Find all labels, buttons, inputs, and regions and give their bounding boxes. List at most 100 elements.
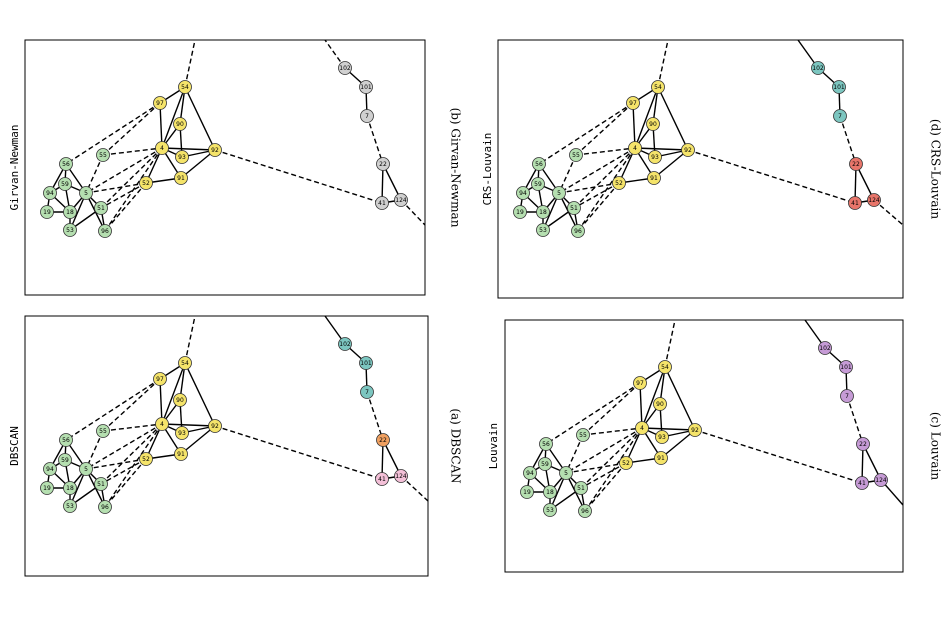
node-label: 22 [859, 441, 867, 448]
dashed-edge [546, 383, 640, 444]
dashed-edge [583, 383, 640, 435]
node-label: 59 [534, 181, 542, 188]
node-label: 97 [629, 100, 637, 107]
node-label: 56 [542, 441, 550, 448]
edge [642, 428, 695, 430]
node-label: 90 [649, 121, 657, 128]
node-label: 7 [845, 393, 849, 400]
node-label: 124 [875, 477, 887, 484]
node-label: 92 [211, 147, 219, 154]
node-label: 96 [101, 228, 109, 235]
dashed-edge [367, 116, 383, 164]
node-label: 53 [66, 503, 74, 510]
node-label: 7 [365, 113, 369, 120]
dashed-edge [185, 316, 195, 363]
node-label: 18 [546, 489, 554, 496]
node-label: 59 [61, 181, 69, 188]
node-label: 96 [581, 508, 589, 515]
node-label: 101 [360, 360, 372, 367]
dashed-edge [578, 183, 619, 231]
dashed-edge [103, 379, 160, 431]
dashed-edge [215, 150, 382, 203]
node-label: 92 [691, 427, 699, 434]
node-label: 53 [546, 507, 554, 514]
dashed-edge [576, 103, 633, 155]
node-label: 101 [833, 84, 845, 91]
node-label: 91 [650, 175, 658, 182]
dashed-edge [585, 463, 626, 511]
node-label: 94 [526, 470, 534, 477]
dashed-edge [185, 40, 195, 87]
node-label: 4 [633, 145, 637, 152]
panel-title: Girvan-Newman [8, 124, 21, 210]
node-label: 93 [658, 434, 666, 441]
node-label: 91 [657, 455, 665, 462]
node-label: 96 [101, 504, 109, 511]
panel-frame [25, 40, 425, 295]
node-label: 92 [211, 423, 219, 430]
panel-frame [498, 40, 903, 298]
node-label: 93 [178, 430, 186, 437]
node-label: 102 [812, 65, 824, 72]
edge [185, 87, 215, 150]
node-label: 90 [176, 121, 184, 128]
node-label: 52 [622, 460, 630, 467]
dashed-edge [688, 150, 855, 203]
node-label: 5 [84, 466, 88, 473]
node-label: 5 [84, 190, 88, 197]
node-label: 56 [535, 161, 543, 168]
node-label: 90 [656, 401, 664, 408]
node-label: 94 [46, 466, 54, 473]
panel-caption: (a) DBSCAN [449, 408, 463, 483]
panel-title: DBSCAN [8, 426, 21, 466]
edge [665, 367, 695, 430]
dashed-edge [665, 320, 675, 367]
node-label: 41 [858, 480, 866, 487]
node-label: 52 [142, 456, 150, 463]
node-label: 22 [379, 437, 387, 444]
edge [162, 148, 215, 150]
panel-caption: (c) Louvain [929, 412, 942, 481]
node-label: 94 [519, 190, 527, 197]
node-label: 22 [379, 161, 387, 168]
node-label: 93 [651, 154, 659, 161]
node-label: 19 [43, 209, 51, 216]
node-label: 53 [539, 227, 547, 234]
node-label: 102 [339, 341, 351, 348]
node-label: 92 [684, 147, 692, 154]
node-label: 124 [395, 473, 407, 480]
node-label: 19 [43, 485, 51, 492]
dashed-edge [539, 103, 633, 164]
node-label: 54 [654, 84, 662, 91]
node-label: 91 [177, 175, 185, 182]
dashed-edge [695, 430, 862, 483]
node-label: 97 [156, 376, 164, 383]
node-label: 102 [819, 345, 831, 352]
node-label: 18 [539, 209, 547, 216]
node-label: 101 [840, 364, 852, 371]
node-label: 101 [360, 84, 372, 91]
dashed-edge [103, 103, 160, 155]
node-label: 91 [177, 451, 185, 458]
dashed-edge [847, 396, 863, 444]
node-label: 51 [97, 481, 105, 488]
node-label: 97 [156, 100, 164, 107]
node-label: 19 [516, 209, 524, 216]
node-label: 55 [99, 428, 107, 435]
node-label: 96 [574, 228, 582, 235]
node-label: 7 [838, 113, 842, 120]
dashed-edge [105, 183, 146, 231]
node-label: 41 [378, 200, 386, 207]
edge [185, 363, 215, 426]
node-label: 4 [640, 425, 644, 432]
panel-title: Louvain [487, 423, 500, 469]
node-label: 51 [570, 205, 578, 212]
dashed-edge [658, 40, 668, 87]
dashed-edge [105, 459, 146, 507]
node-label: 55 [579, 432, 587, 439]
node-label: 102 [339, 65, 351, 72]
